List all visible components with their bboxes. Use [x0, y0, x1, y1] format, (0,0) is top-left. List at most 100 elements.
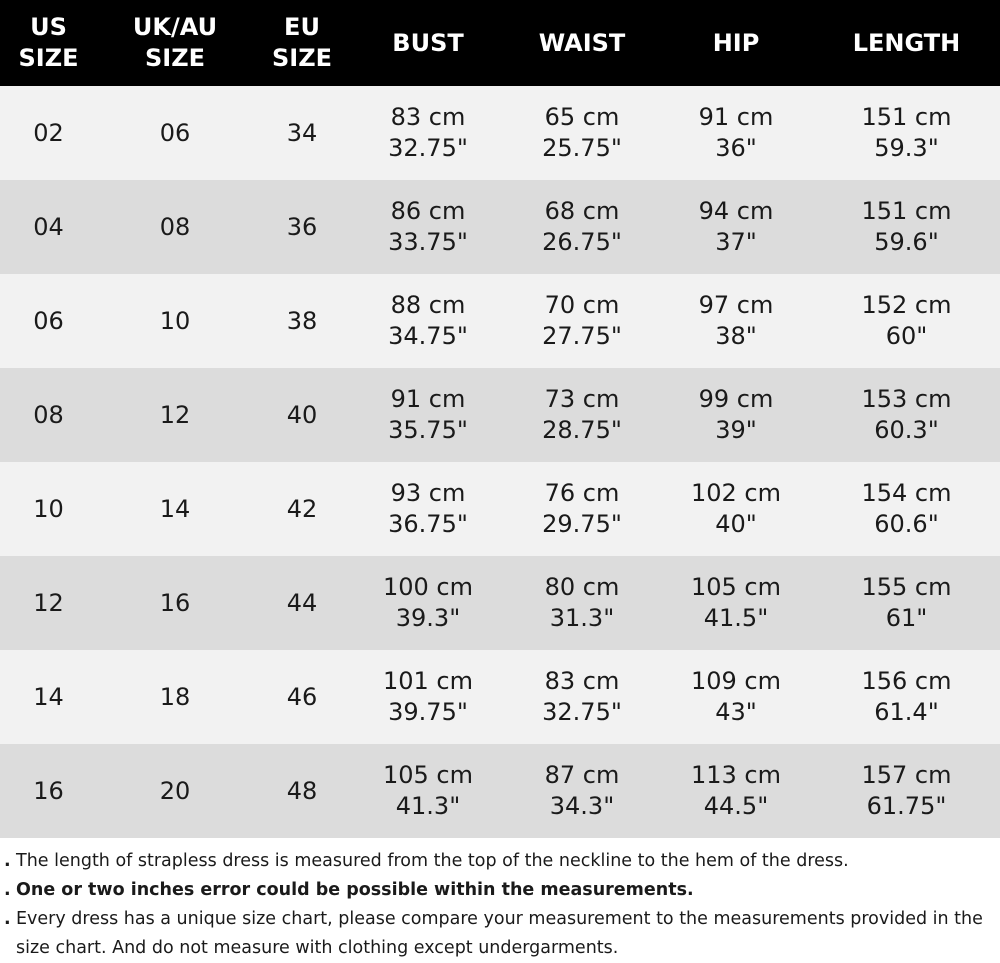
eu-size-cell-value: 38 — [286, 306, 318, 335]
eu-size-cell-value: 36 — [286, 212, 318, 241]
length-cell-value: 59.3" — [874, 134, 939, 162]
length-cell-value: 60.6" — [874, 510, 939, 538]
us-size-cell: 10 — [0, 462, 97, 556]
uk-au-size-cell: 20 — [97, 744, 253, 838]
length-cell-value: 151 cm — [861, 103, 952, 131]
hip-cell-value: 41.5" — [703, 604, 769, 632]
waist-cell-value: 34.3" — [549, 792, 615, 820]
hip-cell-value: 102 cm — [690, 479, 781, 507]
waist-cell-value: 70 cm — [544, 291, 620, 319]
bust-cell: 91 cm 35.75" — [351, 368, 505, 462]
note-text: Every dress has a unique size chart, ple… — [16, 909, 983, 958]
hip-cell-value: 38" — [715, 322, 757, 350]
uk-au-size-cell-value: 08 — [159, 212, 191, 241]
waist-cell: 87 cm 34.3" — [505, 744, 659, 838]
note-item: . The length of strapless dress is measur… — [4, 847, 1000, 876]
table-row: 06 10 38 88 cm 34.75" 70 cm 27.75" 97 cm 38" 152 … — [0, 274, 1000, 368]
size-chart-body: 02 06 34 83 cm 32.75" 65 cm 25.75" 91 cm 36" 151 … — [0, 86, 1000, 838]
header-uk-au-size-line2: SIZE — [144, 44, 205, 72]
hip-cell: 109 cm 43" — [659, 650, 813, 744]
us-size-cell-value: 04 — [33, 212, 64, 241]
waist-cell-value: 76 cm — [544, 479, 620, 507]
us-size-cell: 16 — [0, 744, 97, 838]
eu-size-cell-value: 40 — [286, 400, 318, 429]
length-cell: 151 cm 59.3" — [813, 86, 1000, 180]
eu-size-cell: 38 — [253, 274, 351, 368]
header-eu-size-line1: EU — [284, 13, 320, 41]
bullet-icon: . — [4, 851, 11, 871]
bust-cell-value: 86 cm — [390, 197, 466, 225]
bust-cell-value: 36.75" — [388, 510, 468, 538]
hip-cell: 102 cm 40" — [659, 462, 813, 556]
length-cell: 155 cm 61" — [813, 556, 1000, 650]
waist-cell-value: 26.75" — [542, 228, 622, 256]
hip-cell-value: 109 cm — [690, 667, 781, 695]
size-chart-header: US SIZE UK/AU SIZE EU SIZE BUST WAIST HI… — [0, 0, 1000, 86]
hip-cell-value: 43" — [715, 698, 757, 726]
uk-au-size-cell: 14 — [97, 462, 253, 556]
note-text: The length of strapless dress is measure… — [16, 851, 849, 871]
header-us-size-line1: US — [30, 13, 67, 41]
bust-cell-value: 39.3" — [395, 604, 461, 632]
bust-cell-value: 91 cm — [390, 385, 466, 413]
table-row: 10 14 42 93 cm 36.75" 76 cm 29.75" 102 cm 40" 154… — [0, 462, 1000, 556]
table-row: 08 12 40 91 cm 35.75" 73 cm 28.75" 99 cm 39" 153 … — [0, 368, 1000, 462]
bust-cell-value: 105 cm — [382, 761, 473, 789]
length-cell: 153 cm 60.3" — [813, 368, 1000, 462]
bust-cell-value: 88 cm — [390, 291, 466, 319]
bust-cell: 86 cm 33.75" — [351, 180, 505, 274]
eu-size-cell: 46 — [253, 650, 351, 744]
length-cell-value: 60" — [885, 322, 928, 350]
uk-au-size-cell: 18 — [97, 650, 253, 744]
us-size-cell-value: 02 — [33, 118, 64, 147]
header-hip: HIP — [712, 28, 760, 57]
length-cell-value: 61.4" — [874, 698, 939, 726]
eu-size-cell-value: 48 — [286, 776, 318, 805]
hip-cell-value: 113 cm — [690, 761, 781, 789]
hip-cell-value: 36" — [715, 134, 757, 162]
length-cell-value: 59.6" — [874, 228, 939, 256]
waist-cell-value: 65 cm — [544, 103, 620, 131]
hip-cell-value: 37" — [715, 228, 757, 256]
us-size-cell-value: 06 — [33, 306, 64, 335]
table-row: 14 18 46 101 cm 39.75" 83 cm 32.75" 109 cm 43" 15… — [0, 650, 1000, 744]
length-cell-value: 154 cm — [861, 479, 952, 507]
length-cell-value: 151 cm — [861, 197, 952, 225]
bust-cell-value: 32.75" — [388, 134, 468, 162]
waist-cell-value: 28.75" — [542, 416, 622, 444]
measurement-notes: . The length of strapless dress is measur… — [0, 838, 1000, 963]
us-size-cell-value: 10 — [33, 494, 64, 523]
header-eu-size: EU SIZE — [253, 0, 351, 86]
uk-au-size-cell: 10 — [97, 274, 253, 368]
hip-cell: 91 cm 36" — [659, 86, 813, 180]
bust-cell: 88 cm 34.75" — [351, 274, 505, 368]
length-cell-value: 157 cm — [861, 761, 952, 789]
waist-cell-value: 31.3" — [549, 604, 615, 632]
waist-cell-value: 73 cm — [544, 385, 620, 413]
waist-cell-value: 68 cm — [544, 197, 620, 225]
length-cell-value: 155 cm — [861, 573, 952, 601]
uk-au-size-cell: 06 — [97, 86, 253, 180]
note-item: . One or two inches error could be possib… — [4, 876, 1000, 905]
us-size-cell: 14 — [0, 650, 97, 744]
length-cell-value: 61.75" — [866, 792, 947, 820]
us-size-cell: 12 — [0, 556, 97, 650]
hip-cell: 97 cm 38" — [659, 274, 813, 368]
us-size-cell-value: 16 — [33, 776, 64, 805]
waist-cell: 73 cm 28.75" — [505, 368, 659, 462]
bust-cell-value: 35.75" — [388, 416, 468, 444]
header-length: LENGTH — [852, 28, 961, 57]
hip-cell-value: 39" — [715, 416, 757, 444]
header-uk-au-size-line1: UK/AU — [132, 13, 218, 41]
waist-cell-value: 27.75" — [542, 322, 622, 350]
uk-au-size-cell-value: 18 — [159, 682, 191, 711]
waist-cell-value: 25.75" — [542, 134, 622, 162]
hip-cell-value: 94 cm — [698, 197, 774, 225]
hip-cell: 113 cm 44.5" — [659, 744, 813, 838]
us-size-cell: 08 — [0, 368, 97, 462]
hip-cell-value: 97 cm — [698, 291, 774, 319]
uk-au-size-cell-value: 20 — [159, 776, 191, 805]
uk-au-size-cell: 16 — [97, 556, 253, 650]
us-size-cell-value: 08 — [33, 400, 64, 429]
hip-cell-value: 99 cm — [698, 385, 774, 413]
